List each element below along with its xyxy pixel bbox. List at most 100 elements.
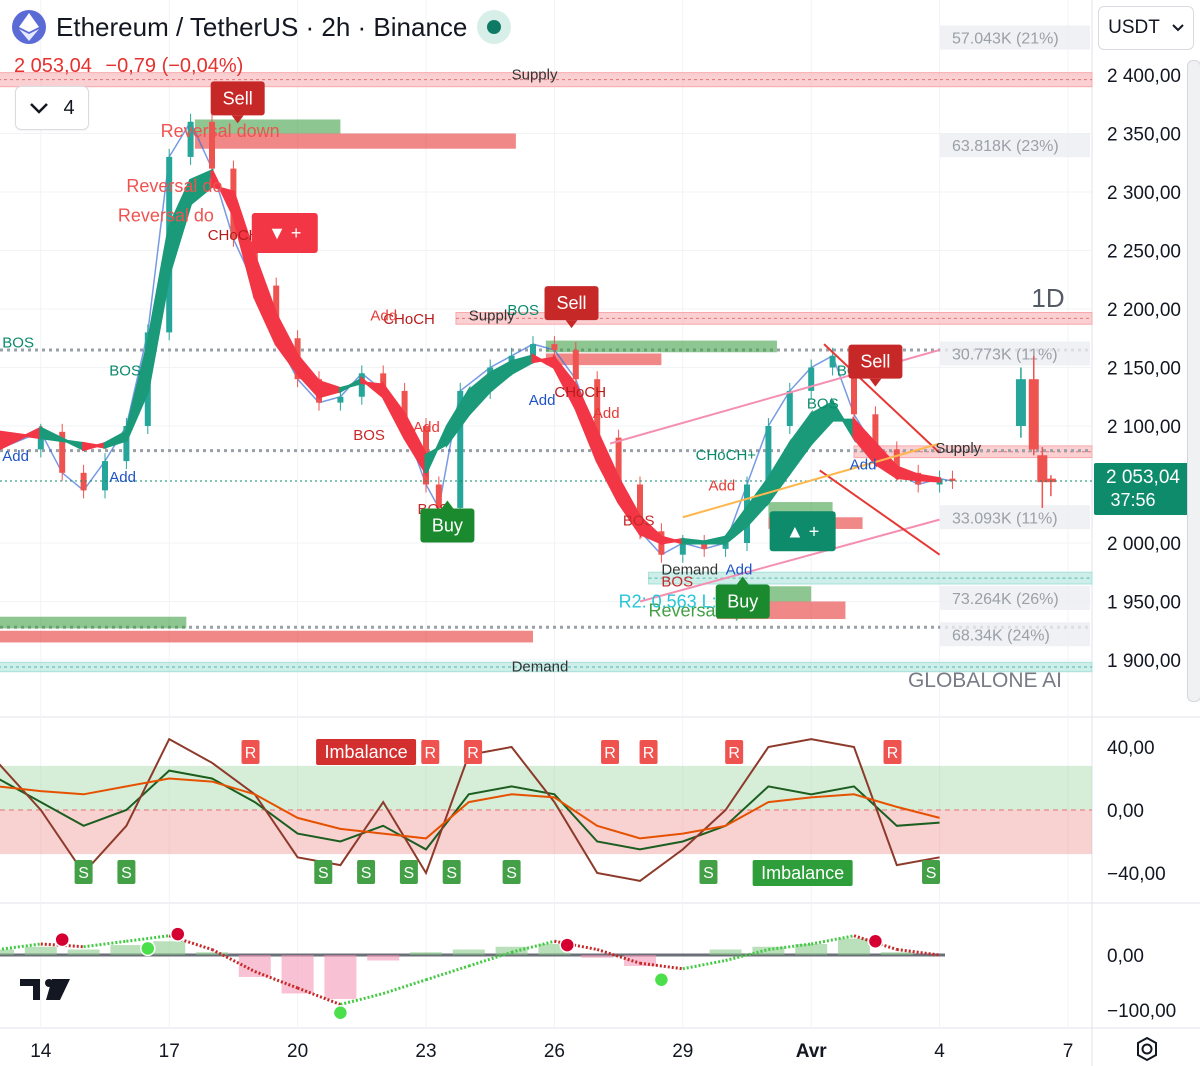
- sell-signal-label: Sell: [223, 88, 253, 108]
- annotation-label: CHoCH: [554, 384, 606, 401]
- candle-body: [722, 543, 729, 549]
- momentum-signal-line: [896, 948, 940, 957]
- oscillator-line: [0, 777, 940, 840]
- annotation-label: Demand: [512, 659, 569, 676]
- ribbon-segment: [916, 473, 942, 483]
- time-tick-label: 26: [544, 1041, 565, 1062]
- candle-body: [679, 543, 686, 555]
- price-change-readout: 2 053,04 −0,79 (−0,04%): [14, 55, 243, 78]
- support-marker: [117, 860, 136, 884]
- annotation-label: Add: [529, 392, 556, 409]
- order-block: [194, 133, 516, 149]
- ribbon-segment: [766, 438, 792, 507]
- settings-button[interactable]: [1126, 1034, 1168, 1064]
- imbalance-marker: [316, 739, 417, 765]
- momentum-bottom-marker: [332, 1005, 349, 1021]
- signals: Sell Sell Sell Buy Buy ▼ + ▲ +: [210, 81, 903, 619]
- indicators-collapse-button[interactable]: 4: [15, 86, 89, 130]
- candle-body: [187, 121, 194, 157]
- symbol-header[interactable]: Ethereum / TetherUS · 2h · Binance: [12, 10, 512, 44]
- annotations: Reversal down Reversal do Reversal do CHoCH…: [2, 67, 1064, 692]
- momentum-bar: [0, 949, 14, 955]
- candle-body: [872, 414, 879, 450]
- zones: [0, 72, 1093, 673]
- currency-selector[interactable]: USDT: [1098, 6, 1194, 50]
- symbol-title[interactable]: Ethereum / TetherUS · 2h · Binance: [56, 11, 468, 42]
- momentum-panel: [0, 926, 945, 1021]
- annotation-label: Add: [850, 456, 877, 473]
- momentum-bar: [324, 955, 357, 999]
- logo-part: [46, 979, 70, 1000]
- signal-pointer: [565, 320, 578, 329]
- ribbon-segment: [103, 429, 128, 450]
- signal-pointer: [869, 378, 882, 387]
- ribbon-segment: [274, 314, 300, 378]
- annotation-label: Add: [413, 419, 440, 436]
- candle-body: [594, 379, 601, 438]
- candle-body: [80, 472, 87, 491]
- price-scale-handle[interactable]: [1187, 60, 1200, 702]
- candle-body: [637, 484, 643, 532]
- annotation-label: Supply: [512, 67, 558, 84]
- momentum-bar: [709, 949, 742, 955]
- momentum-signal-line: [382, 978, 427, 995]
- volume-profile-bar: [940, 505, 1090, 530]
- axes: 2 400,00 2 350,00 2 300,00 2 250,00 2 200,00…: [30, 66, 1192, 1062]
- resistance-marker: [241, 740, 260, 764]
- momentum-bar: [153, 941, 186, 955]
- candle-body: [615, 437, 622, 485]
- support-marker: [399, 860, 418, 884]
- resistance-marker-label: R: [728, 745, 740, 762]
- annotation-label: BOS: [661, 573, 693, 590]
- support-marker: [699, 860, 718, 884]
- volume-profile-bar: [940, 25, 1090, 50]
- volume-profile: 57.043K (21%) 63.818K (23%) 30.773K (11%) 3…: [940, 25, 1090, 647]
- support-marker-label: S: [446, 865, 457, 882]
- momentum-signal-line: [126, 934, 170, 943]
- support-marker-label: S: [926, 865, 937, 882]
- buy-signal-label: Buy: [432, 515, 463, 535]
- candle-body: [337, 396, 344, 403]
- oscillator-lower-band: [0, 810, 1092, 855]
- daily-candle-body: [1037, 455, 1048, 483]
- annotation-label: Add: [726, 562, 753, 579]
- volume-profile-bar: [940, 622, 1090, 647]
- candle-body: [209, 121, 215, 169]
- market-status-icon[interactable]: [477, 10, 512, 44]
- tradingview-logo-icon: [20, 979, 70, 1000]
- resistance-marker-label: R: [887, 745, 899, 762]
- oscillator-tick-label: −40,00: [1107, 864, 1166, 885]
- momentum-signal-line: [853, 934, 898, 951]
- candle-body: [808, 367, 815, 391]
- candle-body: [123, 426, 130, 462]
- momentum-signal-line: [596, 948, 641, 965]
- momentum-bar: [624, 955, 656, 966]
- order-block: [545, 340, 777, 353]
- ribbon-segment: [788, 409, 813, 478]
- annotation-label: BOS: [807, 395, 839, 412]
- support-marker-label: S: [121, 865, 132, 882]
- ribbon-segment: [531, 353, 556, 371]
- settings-gear-icon: [1137, 1036, 1157, 1062]
- resistance-marker: [421, 740, 440, 764]
- channel-line: [639, 518, 940, 603]
- channel-line: [682, 442, 940, 519]
- imbalance-label: Imbalance: [761, 863, 844, 883]
- momentum-signal-line: [211, 948, 256, 973]
- resistance-marker-label: R: [424, 745, 436, 762]
- momentum-bar: [238, 955, 271, 977]
- indicator-count: 4: [63, 96, 75, 119]
- candle-body: [829, 355, 836, 368]
- annotation-label: BOS: [2, 335, 34, 352]
- timeframe-label: 1D: [1031, 283, 1064, 313]
- currency-label: USDT: [1108, 17, 1160, 38]
- candle-body: [102, 461, 108, 491]
- annotation-label: Supply: [935, 440, 981, 457]
- resistance-marker-label: R: [245, 745, 257, 762]
- momentum-bar: [452, 949, 485, 955]
- buy-plus-signal-box: [769, 511, 836, 552]
- annotation-label: CHoCH+: [696, 447, 757, 464]
- momentum-signal-line: [682, 959, 726, 971]
- ribbon-segment: [82, 441, 107, 452]
